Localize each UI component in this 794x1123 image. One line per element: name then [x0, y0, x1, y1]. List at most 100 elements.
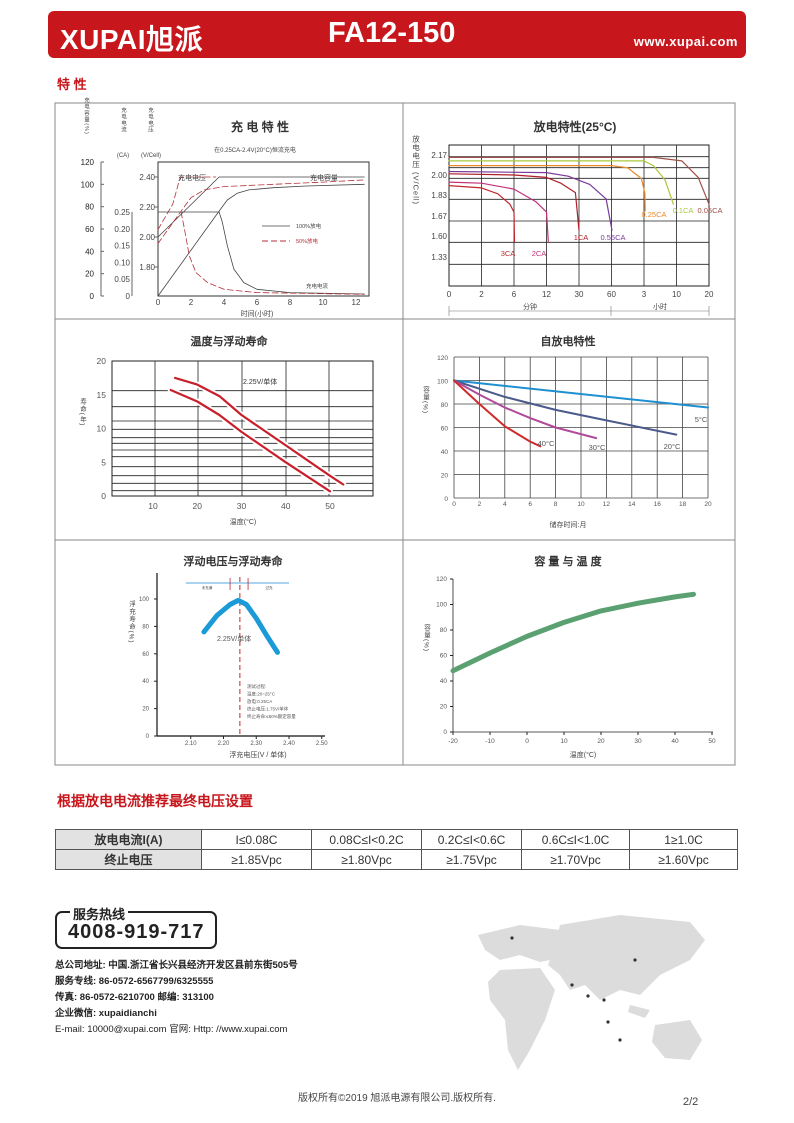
series-line-2CA: [448, 181, 549, 242]
series-label: 30°C: [589, 443, 606, 452]
series-line-30°C: [453, 379, 598, 440]
x-tick-label: 0: [452, 501, 456, 508]
y-tick-label: 1.67: [431, 212, 447, 221]
x-tick-label: 20: [705, 290, 714, 299]
series-line-voltage: [157, 176, 217, 230]
capacity-tick-label: 100: [81, 180, 95, 189]
test-note: 终止电压:1.75V/单体: [247, 706, 289, 713]
y-tick-label: 80: [440, 627, 448, 634]
table-cell: 1≥1.0C: [629, 829, 738, 850]
website-link[interactable]: www.xupai.com: [633, 34, 738, 49]
y-tick-label: 60: [441, 426, 449, 433]
x-tick-label: 60: [607, 290, 616, 299]
table-row: 终止电压 ≥1.85Vpc ≥1.80Vpc ≥1.75Vpc ≥1.70Vpc…: [55, 849, 738, 870]
chart-title: 容 量 与 温 度: [533, 554, 602, 568]
current-axis-unit: (CA): [117, 153, 129, 159]
y-tick-label: 0: [101, 491, 106, 501]
x-group-label-hours: 小时: [653, 302, 667, 311]
x-tick-label: 2.40: [283, 741, 295, 747]
x-tick-label: 2.10: [185, 741, 197, 747]
y-tick-label: 20: [441, 473, 449, 480]
x-axis-label: 温度(°C): [570, 750, 597, 759]
y-axis-label: 容量(%): [423, 623, 431, 652]
y-tick-label: 1.33: [431, 253, 447, 262]
series-line-20°C: [453, 379, 678, 436]
y-tick-label: 100: [437, 379, 448, 386]
series-label: 40°C: [538, 439, 555, 448]
voltage-axis-label: 充电电压: [147, 106, 154, 134]
table-cell: ≥1.70Vpc: [521, 849, 630, 870]
x-tick-label: 0: [525, 738, 529, 745]
contact-wechat: 企业微信: xupaidianchi: [55, 1008, 157, 1019]
table-cell: ≥1.80Vpc: [311, 849, 422, 870]
series-label: 0.25CA: [641, 210, 666, 219]
x-tick-label: -20: [448, 738, 458, 745]
y-tick-label: 80: [441, 402, 449, 409]
x-tick-label: 2: [189, 298, 194, 307]
series-label: 5°C: [695, 415, 708, 424]
plot-frame: [111, 360, 374, 497]
y-tick-label: 2.00: [431, 171, 447, 180]
capacity-tick-label: 20: [85, 270, 94, 279]
series-line-1CA: [448, 173, 580, 231]
x-tick-label: 2.20: [218, 741, 230, 747]
chart-title: 浮动电压与浮动寿命: [184, 554, 284, 568]
x-tick-label: 10: [319, 298, 328, 307]
series-line-0.25CA: [448, 165, 646, 212]
y-tick-label: 60: [142, 652, 149, 658]
x-axis-label: 时间(小时): [241, 309, 274, 318]
row-header: 终止电压: [55, 849, 202, 870]
annotation-voltage: 2.25V/单体: [217, 634, 251, 643]
plot-frame: [448, 144, 710, 287]
hotline-box: [55, 911, 217, 949]
voltage-tick-label: 1.80: [139, 263, 155, 272]
x-tick-label: 2.30: [250, 741, 262, 747]
y-axis-label: 放电电压 (V/Cell): [411, 134, 420, 205]
x-tick-label: -10: [485, 738, 495, 745]
series-line-voltage: [157, 176, 365, 238]
chart-title: 放电特性(25°C): [533, 119, 617, 134]
y-tick-label: 40: [441, 449, 449, 456]
voltage-tick-label: 2.00: [139, 233, 155, 242]
series-line-3CA: [448, 185, 516, 242]
y-axis-label: 浮充寿命(%): [128, 599, 136, 643]
x-axis-label: 储存时间:月: [550, 520, 587, 529]
contact-email-web[interactable]: E-mail: 10000@xupai.com 官网: Http: //www.…: [55, 1024, 288, 1035]
end-voltage-table: 放电电流I(A) I≤0.08C 0.08C≤I<0.2C 0.2C≤I<0.6…: [55, 829, 738, 870]
series-label: 0.1CA: [673, 206, 694, 215]
x-tick-label: 18: [679, 501, 687, 508]
series-line-0.55CA: [448, 170, 613, 231]
y-tick-label: 5: [101, 457, 106, 467]
chart-title: 充 电 特 性: [231, 119, 289, 134]
y-tick-label: 20: [440, 704, 448, 711]
x-tick-label: 14: [628, 501, 636, 508]
capacity-tick-label: 0: [90, 292, 95, 301]
series-line-capacity: [157, 179, 365, 244]
x-tick-label: 30: [237, 501, 247, 511]
y-tick-label: 1.60: [431, 232, 447, 241]
x-tick-label: 6: [255, 298, 260, 307]
series-line-current: [157, 211, 365, 295]
annotation-charge-current: 充电电流: [306, 282, 329, 290]
hotline-label: 服务热线: [70, 904, 129, 923]
series-line-5°C: [453, 379, 709, 409]
x-tick-label: 40: [671, 738, 679, 745]
current-tick-label: 0.05: [114, 275, 130, 284]
x-tick-label: 16: [654, 501, 662, 508]
x-tick-label: 4: [503, 501, 507, 508]
x-tick-label: 6: [528, 501, 532, 508]
test-note: 终止寿命:≤60%额定容量: [247, 713, 296, 720]
x-group-label-minutes: 分钟: [523, 302, 537, 311]
x-tick-label: 2: [478, 501, 482, 508]
x-tick-label: 30: [575, 290, 584, 299]
chart-title: 温度与浮动寿命: [191, 334, 269, 348]
series-label: 0.55CA: [600, 233, 625, 242]
series-line-capacity: [157, 183, 365, 297]
y-tick-label: 60: [440, 653, 448, 660]
x-tick-label: 12: [542, 290, 551, 299]
map-markers: [510, 936, 637, 1042]
hotline-number[interactable]: 4008-919-717: [68, 921, 205, 943]
series-label: 0.05CA: [697, 206, 722, 215]
y-tick-label: 100: [436, 602, 447, 609]
